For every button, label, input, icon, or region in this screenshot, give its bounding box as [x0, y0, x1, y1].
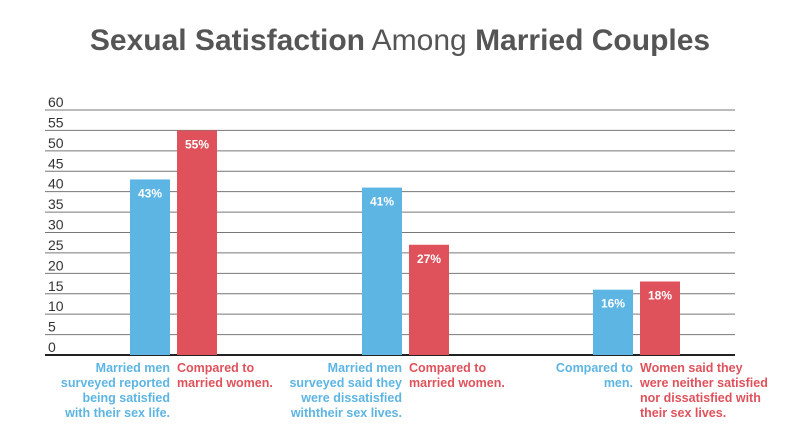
- bar-captions: Married men surveyed reported being satisf…: [61, 361, 768, 420]
- bar-caption: Women said they were neither satisfied nor…: [639, 361, 768, 420]
- bar-caption-line: Compared to: [409, 361, 486, 375]
- bar-caption-line: Compared to: [177, 361, 254, 375]
- bar-value-label: 18%: [648, 289, 672, 303]
- y-tick-label: 35: [48, 196, 64, 212]
- chart-title-part: Sexual Satisfaction: [90, 24, 365, 57]
- bar-caption-line: Compared to: [556, 361, 633, 375]
- bar-caption-line: their sex lives.: [640, 406, 726, 420]
- bar-caption-line: were neither satisfied: [639, 376, 768, 390]
- bar-caption-line: married women.: [177, 376, 273, 390]
- y-tick-label: 30: [48, 217, 64, 233]
- y-tick-label: 45: [48, 155, 64, 171]
- bar-value-label: 55%: [185, 137, 209, 151]
- chart-title-part: Married Couples: [475, 24, 710, 57]
- y-tick-label: 50: [48, 135, 64, 151]
- y-tick-label: 20: [48, 257, 64, 273]
- bar-caption: Married men surveyed said they were dissat…: [289, 361, 402, 420]
- bar-caption-line: Married men: [328, 361, 402, 375]
- bar-value-label: 43%: [138, 186, 162, 200]
- bar-caption-line: nor dissatisfied with: [640, 391, 761, 405]
- bar-women: [409, 244, 449, 355]
- y-axis-ticks: 0 5 10 15 20 25 30 35 40 45 50 55 60: [48, 94, 64, 355]
- y-tick-label: 0: [48, 339, 56, 355]
- bar-caption-line: men.: [604, 376, 633, 390]
- y-tick-label: 25: [48, 237, 64, 253]
- bar-caption-line: Married men: [96, 361, 170, 375]
- bar-caption-line: surveyed reported: [61, 376, 170, 390]
- bar-men: [593, 289, 633, 355]
- bar-caption-line: were dissatisfied: [300, 391, 402, 405]
- bar-caption: Compared to married women.: [177, 361, 273, 390]
- bar-value-label: 41%: [370, 195, 394, 209]
- bar-caption: Compared to men.: [556, 361, 633, 390]
- y-tick-label: 15: [48, 278, 64, 294]
- bar-caption-line: surveyed said they: [289, 376, 402, 390]
- y-tick-label: 60: [48, 94, 64, 110]
- y-tick-label: 5: [48, 319, 56, 335]
- bars: [130, 130, 680, 355]
- bar-caption: Married men surveyed reported being satisf…: [61, 361, 170, 420]
- chart-title: Sexual Satisfaction Among Married Couple…: [90, 24, 710, 57]
- bar-value-label: 27%: [417, 252, 441, 266]
- bar-caption-line: being satisfied: [82, 391, 170, 405]
- bar-caption: Compared to married women.: [409, 361, 505, 390]
- bar-caption-line: with their sex life.: [64, 406, 170, 420]
- bar-caption-line: withtheir sex lives.: [290, 406, 402, 420]
- bar-value-labels: 43% 55% 41% 27% 16% 18%: [138, 137, 672, 310]
- y-tick-label: 40: [48, 176, 64, 192]
- bar-caption-line: Women said they: [640, 361, 743, 375]
- bar-value-label: 16%: [601, 297, 625, 311]
- chart-title-part: Among: [365, 24, 475, 57]
- bar-men: [130, 179, 170, 355]
- bar-women: [177, 130, 217, 355]
- y-tick-label: 10: [48, 298, 64, 314]
- bar-caption-line: married women.: [409, 376, 505, 390]
- bar-men: [362, 187, 402, 355]
- y-tick-label: 55: [48, 114, 64, 130]
- bar-women: [640, 281, 680, 355]
